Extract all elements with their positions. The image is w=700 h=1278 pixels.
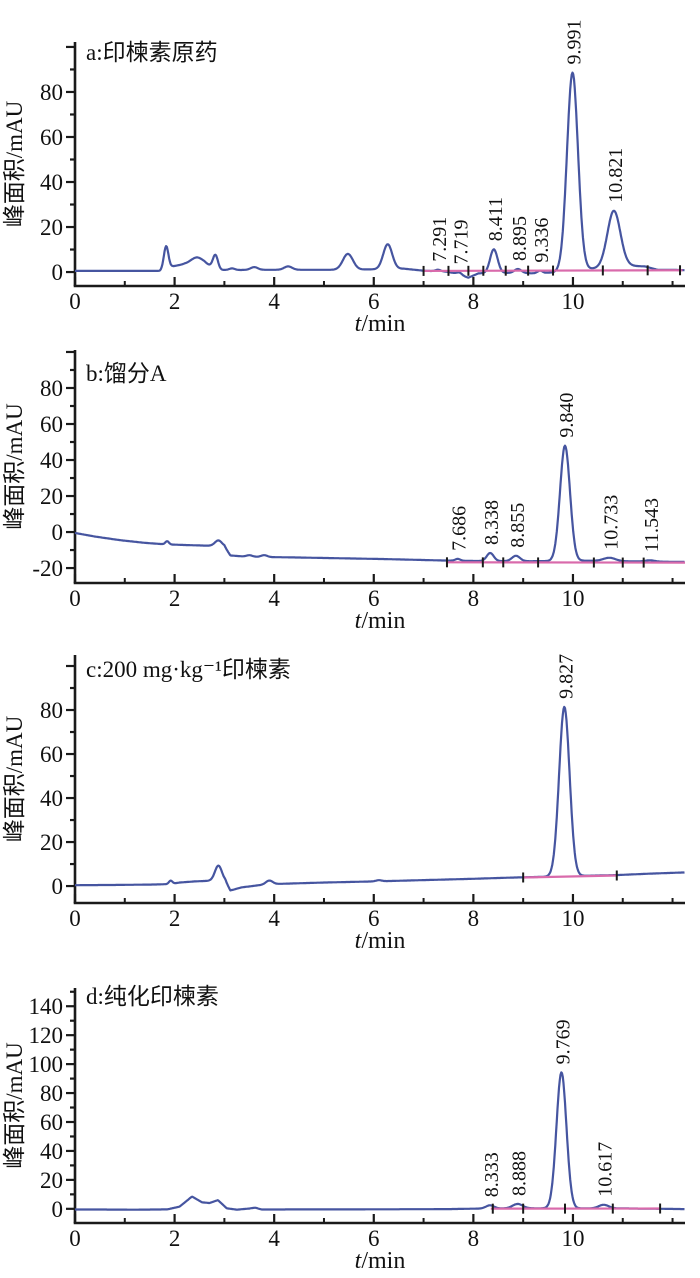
peak-label: 8.333 <box>481 1152 503 1197</box>
panel-title: a:印楝素原药 <box>86 40 218 65</box>
y-tick-label: 140 <box>29 994 64 1019</box>
y-tick-label: 100 <box>29 1052 64 1077</box>
x-tick-label: 4 <box>268 586 280 611</box>
y-axis-label: 峰面积/mAU <box>2 100 27 227</box>
chromatogram-trace <box>74 1071 685 1211</box>
y-tick-label: 0 <box>52 260 64 285</box>
y-tick-label: 20 <box>40 830 63 855</box>
x-tick-label: 8 <box>468 906 480 931</box>
y-axis-label: 峰面积/mAU <box>2 1042 27 1169</box>
y-tick-label: 60 <box>40 1110 63 1135</box>
x-tick-label: 8 <box>468 289 480 314</box>
peak-label: 8.895 <box>509 216 531 261</box>
x-tick-label: 0 <box>69 1226 81 1251</box>
x-tick-label: 6 <box>368 289 380 314</box>
panel-c: 0 20 40 60 80 0 2 4 6 8 10 t/min 峰面积/mAU c:200 mg·kg⁻… <box>2 654 685 954</box>
x-tick-label: 8 <box>468 586 480 611</box>
y-tick-label: 80 <box>40 1081 63 1106</box>
y-tick-label: -20 <box>32 556 63 581</box>
x-axis-label: t/min <box>355 608 406 634</box>
x-tick-label: 0 <box>69 586 81 611</box>
x-tick-label: 2 <box>169 1226 181 1251</box>
integration-baseline <box>523 874 617 879</box>
panel-title: b:馏分A <box>86 361 167 386</box>
x-axis-label: t/min <box>355 311 406 337</box>
x-tick-label: 10 <box>561 289 584 314</box>
panel-a: 0 20 40 60 80 0 2 4 6 8 10 t/min 峰面积/mAU a:印楝素原药 7.291… <box>2 20 685 337</box>
peak-label: 9.336 <box>531 218 553 263</box>
y-tick-label: 60 <box>40 125 63 150</box>
x-tick-label: 4 <box>268 1226 280 1251</box>
y-tick-label: 20 <box>40 1168 63 1193</box>
x-tick-label: 2 <box>169 289 181 314</box>
peak-label: 9.827 <box>555 654 577 699</box>
y-tick-label: 40 <box>40 448 63 473</box>
peak-label: 8.338 <box>481 500 503 545</box>
y-tick-label: 60 <box>40 742 63 767</box>
y-tick-label: 120 <box>29 1023 64 1048</box>
y-tick-label: 80 <box>40 698 63 723</box>
peak-label: 7.719 <box>450 220 472 265</box>
peak-label: 8.888 <box>509 1151 531 1196</box>
x-tick-label: 10 <box>561 1226 584 1251</box>
panel-title: c:200 mg·kg⁻¹印楝素 <box>86 657 291 682</box>
y-axis-label: 峰面积/mAU <box>2 715 27 842</box>
chromatogram-trace <box>74 71 685 279</box>
y-tick-label: 0 <box>52 1197 64 1222</box>
x-axis-label: t/min <box>355 928 406 954</box>
y-tick-label: 40 <box>40 1139 63 1164</box>
x-tick-label: 0 <box>69 289 81 314</box>
chromatogram-trace <box>74 705 685 892</box>
x-tick-label: 6 <box>368 1226 380 1251</box>
peak-label: 10.617 <box>595 1142 617 1197</box>
x-tick-label: 10 <box>561 586 584 611</box>
y-axis-label: 峰面积/mAU <box>2 403 27 530</box>
peak-label: 7.686 <box>449 506 471 551</box>
x-tick-label: 4 <box>268 289 280 314</box>
peak-label: 7.291 <box>429 217 451 262</box>
y-tick-label: 20 <box>40 215 63 240</box>
peak-label: 9.991 <box>564 20 586 65</box>
y-tick-label: 80 <box>40 80 63 105</box>
x-tick-label: 2 <box>169 586 181 611</box>
chromatogram-trace <box>74 444 685 563</box>
peak-label: 8.411 <box>485 197 507 241</box>
peak-label: 10.821 <box>605 148 627 203</box>
x-tick-label: 8 <box>468 1226 480 1251</box>
x-tick-label: 10 <box>561 906 584 931</box>
peak-label: 8.855 <box>507 503 529 548</box>
x-tick-label: 6 <box>368 906 380 931</box>
peak-label: 10.733 <box>600 495 622 550</box>
peak-label: 11.543 <box>641 498 663 552</box>
y-tick-label: 80 <box>40 376 63 401</box>
panel-title: d:纯化印楝素 <box>86 984 219 1009</box>
x-tick-label: 0 <box>69 906 81 931</box>
x-axis-label: t/min <box>355 1248 406 1274</box>
y-tick-label: 40 <box>40 170 63 195</box>
peak-label: 9.840 <box>556 393 578 438</box>
y-tick-label: 0 <box>52 520 64 545</box>
x-tick-label: 4 <box>268 906 280 931</box>
panel-d: 0 20 40 60 80 100 120 140 0 2 4 6 8 10 t/min 峰面积/mAU d:纯… <box>2 984 685 1274</box>
y-tick-label: 20 <box>40 484 63 509</box>
x-tick-label: 6 <box>368 586 380 611</box>
y-tick-label: 60 <box>40 412 63 437</box>
y-tick-label: 0 <box>52 874 64 899</box>
x-tick-label: 2 <box>169 906 181 931</box>
y-tick-label: 40 <box>40 786 63 811</box>
peak-label: 9.769 <box>552 1019 574 1064</box>
